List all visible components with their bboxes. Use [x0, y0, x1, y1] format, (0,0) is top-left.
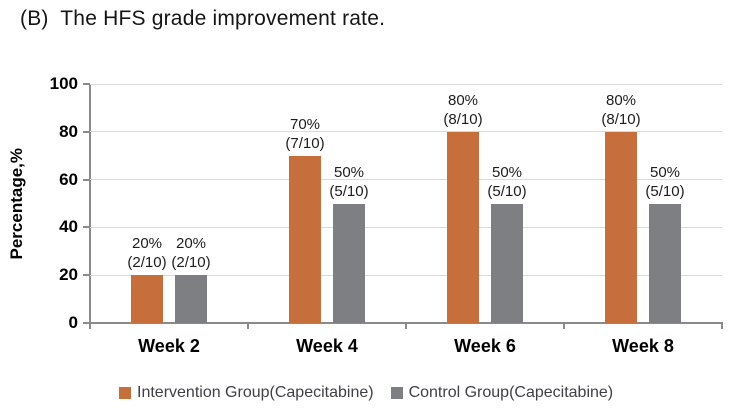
bar-label-line: 50%: [491, 163, 523, 181]
x-category-label-week-2: Week 2: [138, 336, 200, 356]
x-axis-tick-3: [563, 323, 565, 329]
bar-label-line: 20%: [131, 235, 163, 253]
y-axis-tick-40: [83, 226, 90, 229]
bar-label-line: 50%: [333, 163, 365, 181]
bar-label: 50% (5/10): [469, 163, 545, 201]
bar-label: 20% (2/10): [109, 234, 185, 272]
legend-swatch-icon: [390, 387, 403, 399]
bar-label: 20% (2/10): [153, 234, 229, 272]
y-axis-tick-100: [83, 83, 90, 85]
bar-label: 50% (5/10): [311, 163, 387, 201]
bar-label-line: (8/10): [443, 110, 483, 128]
legend-swatch-icon: [119, 387, 131, 399]
gridline-100: [90, 83, 722, 85]
y-axis-tick-20: [83, 274, 90, 277]
bar-label-line: (7/10): [285, 134, 325, 152]
bar-label-line: (5/10): [645, 182, 685, 200]
bar-label-line: (2/10): [171, 254, 211, 272]
x-category-label-week-8: Week 8: [612, 336, 674, 356]
bar-control-group-week-8: [649, 203, 681, 323]
y-axis-line: [89, 84, 91, 324]
bar-label-line: 70%: [289, 115, 321, 133]
y-tick-label-20: 20: [59, 265, 78, 285]
y-axis-title-wrap: Percentage,%: [4, 84, 30, 323]
bar-label: 80% (8/10): [425, 91, 501, 129]
chart-title: (B) The HFS grade improvement rate.: [20, 7, 386, 30]
y-tick-label-80: 80: [59, 121, 78, 141]
y-tick-label-0: 0: [68, 313, 78, 332]
legend-item: Control Group(Capecitabine): [390, 384, 614, 402]
bar-label-line: (2/10): [127, 254, 167, 272]
legend-item: Intervention Group(Capecitabine): [119, 384, 374, 402]
gridline-40: [90, 226, 722, 228]
bar-label-line: 20%: [175, 235, 207, 253]
bar-label-line: 80%: [605, 91, 637, 109]
bar-label: 80% (8/10): [583, 91, 659, 129]
y-tick-label-40: 40: [59, 217, 78, 237]
bar-control-group-week-4: [333, 203, 365, 323]
bar-label: 50% (5/10): [627, 163, 703, 201]
bar-intervention-group-week-8: [605, 131, 637, 323]
x-axis-tick-1: [247, 323, 249, 329]
y-axis-tick-80: [83, 130, 90, 133]
bar-label: 70% (7/10): [267, 115, 343, 153]
bar-intervention-group-week-4: [289, 155, 321, 323]
bar-label-line: (5/10): [329, 182, 369, 200]
x-axis-tick-2: [405, 323, 407, 329]
legend-label: Control Group(Capecitabine): [408, 384, 614, 401]
gridline-80: [90, 131, 722, 133]
bar-control-group-week-2: [175, 275, 207, 323]
bar-label-line: 80%: [447, 91, 479, 109]
bar-label-line: (8/10): [601, 110, 641, 128]
gridline-60: [90, 179, 722, 181]
gridline-20: [90, 274, 722, 276]
legend-label: Intervention Group(Capecitabine): [137, 384, 374, 401]
bar-intervention-group-week-2: [131, 275, 163, 323]
bar-label-line: 50%: [649, 163, 681, 181]
y-axis-tick-60: [83, 178, 90, 181]
bar-label-line: (5/10): [487, 182, 527, 200]
bar-intervention-group-week-6: [447, 131, 479, 323]
y-axis-tick-0: [83, 322, 90, 324]
y-tick-label-60: 60: [59, 169, 78, 189]
x-category-label-week-6: Week 6: [454, 336, 516, 356]
bar-control-group-week-6: [491, 203, 523, 323]
y-axis-title: Percentage,%: [7, 147, 26, 260]
x-axis-tick-0: [89, 323, 91, 329]
legend: Intervention Group(Capecitabine) Control …: [119, 384, 613, 402]
y-tick-label-100: 100: [49, 74, 78, 93]
x-axis-tick-4: [721, 323, 723, 329]
x-category-label-week-4: Week 4: [296, 336, 358, 356]
